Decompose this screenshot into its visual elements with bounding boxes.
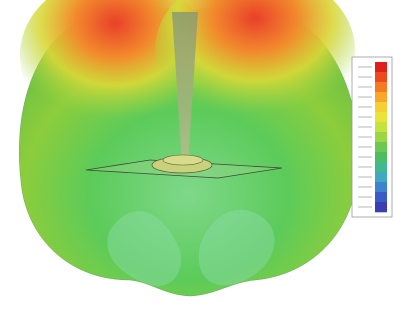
color-step [375, 162, 387, 172]
color-step [375, 62, 387, 72]
color-step [375, 202, 387, 212]
color-step [375, 112, 387, 122]
radiation-pattern-view [0, 0, 394, 312]
color-step [375, 142, 387, 152]
color-step [375, 192, 387, 202]
antenna-top [163, 155, 203, 165]
color-step [375, 172, 387, 182]
color-step [375, 122, 387, 132]
color-step [375, 152, 387, 162]
color-step [375, 72, 387, 82]
color-step [375, 102, 387, 112]
color-step [375, 132, 387, 142]
color-step [375, 182, 387, 192]
color-step [375, 92, 387, 102]
color-step [375, 82, 387, 92]
